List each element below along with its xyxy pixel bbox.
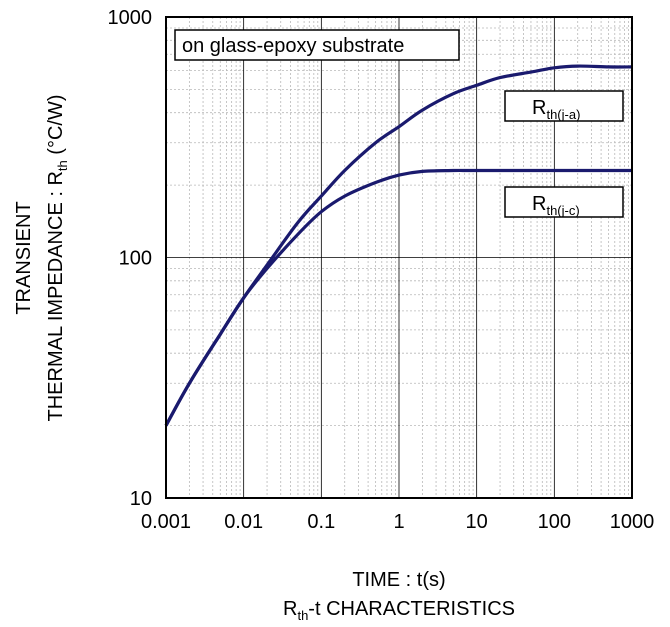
y-tick-label: 1000 <box>108 7 153 29</box>
x-tick-label: 1000 <box>610 511 655 533</box>
legend-label-ja-sub: th(j-a) <box>546 107 580 122</box>
y-tick-label: 10 <box>130 488 152 510</box>
series-lines <box>164 64 633 427</box>
series-line-rth-jc <box>164 168 632 427</box>
y-tick-label: 100 <box>119 248 152 270</box>
annotation-box: on glass-epoxy substrate <box>174 29 460 61</box>
legend-label-rth-ja: Rth(j-a) <box>504 90 624 122</box>
plot-area-frame <box>165 16 633 499</box>
x-tick-label: 100 <box>538 511 571 533</box>
y-tick-labels: 10 100 1000 <box>108 7 153 510</box>
y-axis-title-line1: TRANSIENT <box>13 201 35 314</box>
x-tick-label: 10 <box>466 511 488 533</box>
legend-label-jc-sub: th(j-c) <box>546 203 579 218</box>
legend-label-jc-main: R <box>532 193 546 215</box>
legend-label-rth-jc: Rth(j-c) <box>504 186 624 218</box>
legend-label-ja-main: R <box>532 97 546 119</box>
x-tick-label: 0.01 <box>224 511 263 533</box>
x-tick-labels: 0.001 0.01 0.1 1 10 100 1000 <box>141 511 654 533</box>
x-tick-label: 1 <box>393 511 404 533</box>
x-tick-label: 0.001 <box>141 511 191 533</box>
annotation-text: on glass-epoxy substrate <box>182 35 404 57</box>
y-axis-title-line2: THERMAL IMPEDANCE : Rth (°C/W) <box>45 94 70 421</box>
x-axis-title: TIME : t(s) <box>352 569 445 591</box>
chart-caption: Rth-t CHARACTERISTICS <box>283 598 515 623</box>
svg-text:Rth(j-c): Rth(j-c) <box>532 193 580 218</box>
x-tick-label: 0.1 <box>307 511 335 533</box>
svg-text:Rth(j-a): Rth(j-a) <box>532 97 580 122</box>
